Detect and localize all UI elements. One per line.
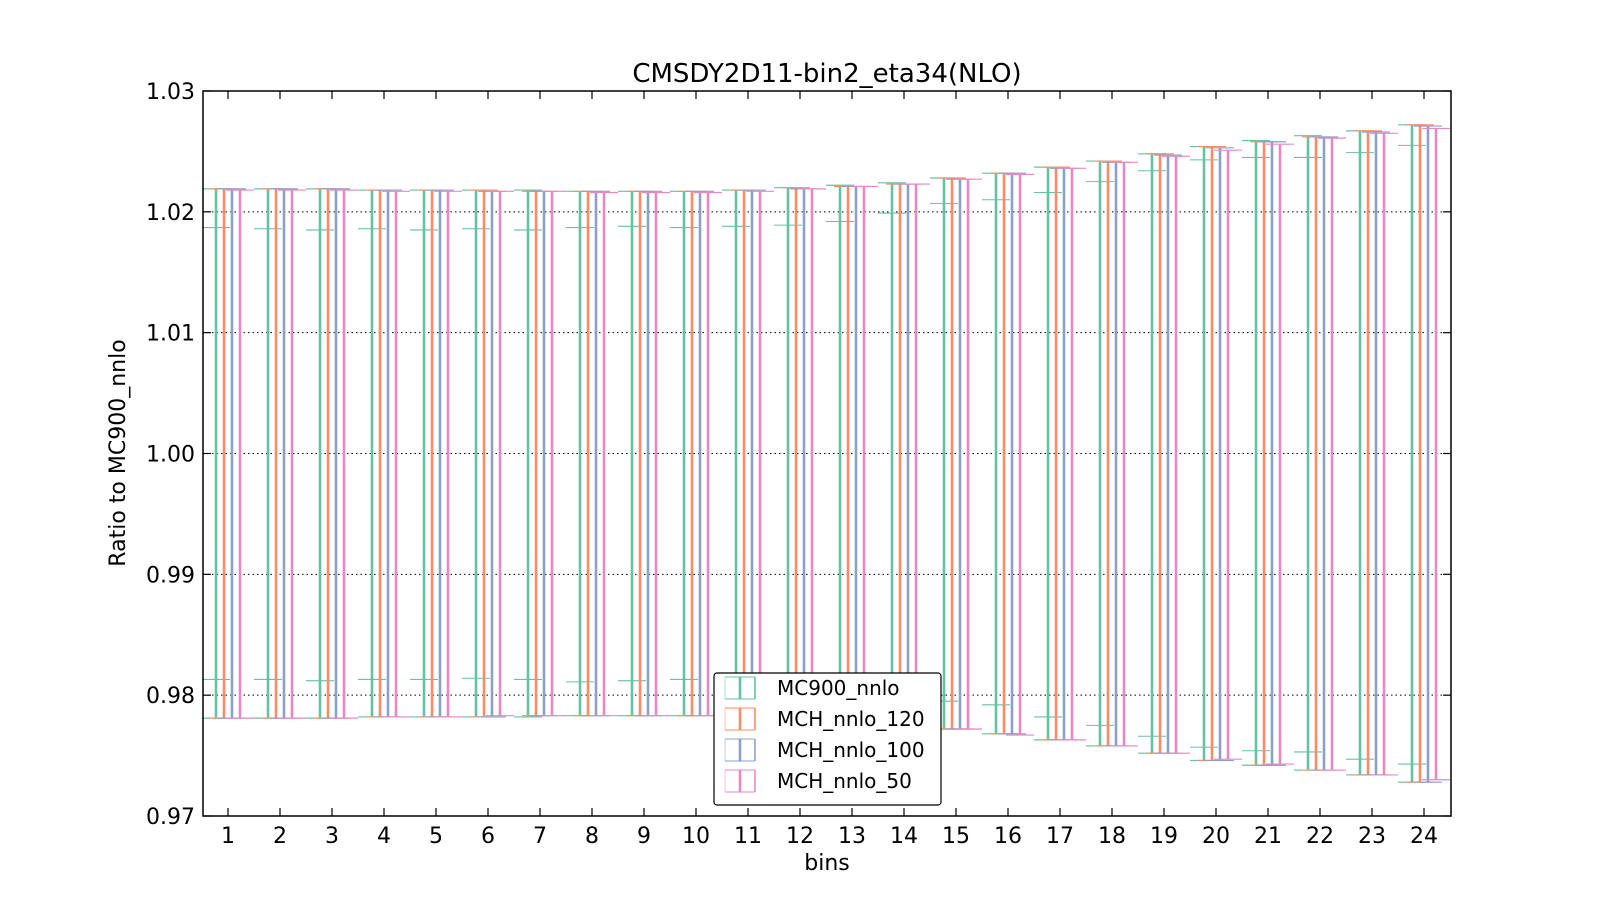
y-tick-label: 1.02 [146,201,195,226]
series-MCH_nnlo_50 [226,127,1450,781]
x-tick-label: 22 [1306,824,1334,849]
x-tick-label: 12 [786,824,814,849]
legend-label: MCH_nnlo_50 [777,769,912,793]
x-tick-label: 7 [533,824,547,849]
x-tick-label: 17 [1046,824,1074,849]
y-axis-label: Ratio to MC900_nnlo [106,339,131,566]
x-tick-label: 21 [1254,824,1282,849]
legend-box [713,672,942,806]
chart-title: CMSDY2D11-bin2_eta34(NLO) [632,59,1021,89]
x-tick-label: 16 [994,824,1022,849]
legend-label: MCH_nnlo_120 [777,707,925,731]
y-tick-label: 0.99 [146,563,195,588]
x-tick-label: 1 [221,824,235,849]
x-tick-label: 19 [1150,824,1178,849]
x-tick-label: 10 [682,824,710,849]
x-tick-label: 11 [734,824,762,849]
x-tick-label: 4 [377,824,391,849]
legend-entry: MCH_nnlo_50 [724,769,912,793]
x-tick-label: 24 [1410,824,1438,849]
legend-entry: MCH_nnlo_100 [724,738,925,762]
y-tick-label: 1.03 [146,80,195,105]
legend: MC900_nnlo MCH_nnlo_120 MCH_nnlo_100 MCH_nn… [713,672,942,806]
axis-ticks: 0.970.980.991.001.011.021.031 2 3 4 5 6 7 8 9 10 1… [146,80,1451,849]
x-tick-label: 2 [273,824,287,849]
x-tick-label: 18 [1098,824,1126,849]
x-tick-label: 5 [429,824,443,849]
x-tick-label: 13 [838,824,866,849]
x-tick-label: 20 [1202,824,1230,849]
legend-label: MC900_nnlo [777,676,900,700]
error-bars [202,124,1450,783]
y-tick-label: 0.97 [146,805,195,830]
y-tick-label: 0.98 [146,684,195,709]
y-tick-label: 1.01 [146,322,195,347]
legend-label: MCH_nnlo_100 [777,738,925,762]
x-tick-label: 8 [585,824,599,849]
series-MCH_nnlo_100 [218,125,1442,783]
x-tick-label: 6 [481,824,495,849]
legend-entry: MC900_nnlo [724,676,900,700]
x-tick-label: 9 [637,824,651,849]
x-tick-label: 3 [325,824,339,849]
x-axis-label: bins [804,851,849,876]
x-tick-label: 14 [890,824,918,849]
x-tick-label: 23 [1358,824,1386,849]
gridlines [203,211,1451,696]
y-tick-label: 1.00 [146,443,195,468]
x-tick-label: 15 [942,824,970,849]
legend-entry: MCH_nnlo_120 [724,707,925,731]
